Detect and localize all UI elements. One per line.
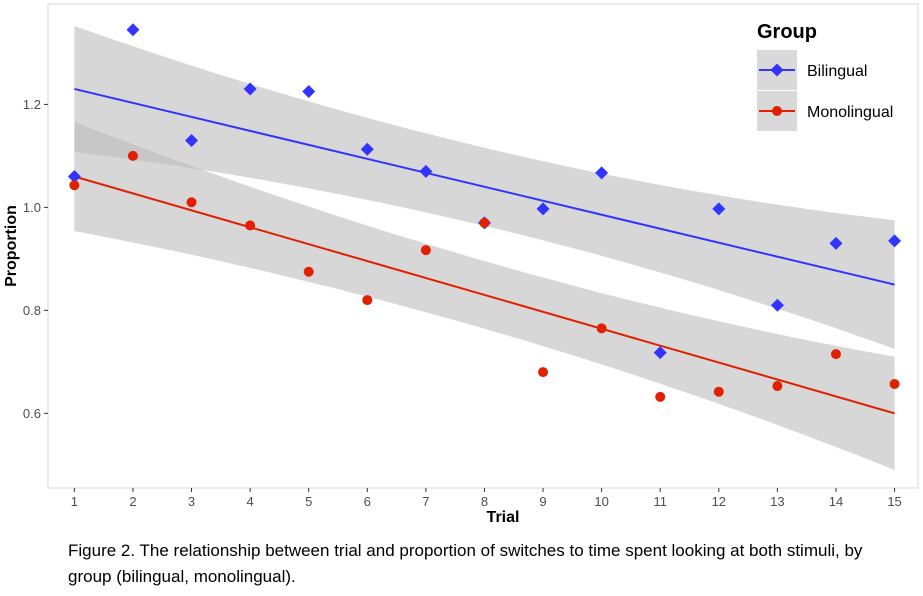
- data-point-monolingual: [362, 295, 373, 306]
- plot-panel-border: [47, 3, 919, 489]
- x-tick-label: 13: [770, 494, 784, 509]
- data-point-monolingual: [889, 378, 900, 389]
- data-point-monolingual: [303, 266, 314, 277]
- data-point-monolingual: [479, 217, 490, 228]
- data-point-bilingual: [653, 346, 667, 360]
- x-tick-label: 7: [422, 494, 429, 509]
- data-point-bilingual: [536, 202, 550, 216]
- y-tick-label: 0.8: [23, 303, 41, 318]
- y-axis-title: Proportion: [3, 205, 20, 287]
- figure-label: Figure 2.: [68, 541, 136, 560]
- fit-lines: [74, 87, 895, 415]
- data-point-monolingual: [186, 197, 197, 208]
- data-point-monolingual: [127, 150, 138, 161]
- data-points: [67, 23, 902, 402]
- data-point-bilingual: [67, 169, 81, 183]
- data-point-bilingual: [243, 82, 257, 96]
- axes: 1 2 3 4 5 6 7 8 9 10 11 12 13 14 150.60.81.01.2TrialPr…: [3, 97, 902, 526]
- caption-text: The relationship between trial and propo…: [68, 541, 863, 586]
- x-tick-label: 5: [305, 494, 312, 509]
- x-tick-label: 4: [247, 494, 254, 509]
- data-point-monolingual: [596, 323, 607, 334]
- legend: Group Bilingual Monolingual: [757, 21, 893, 131]
- x-tick-label: 3: [188, 494, 195, 509]
- legend-label-bilingual: Bilingual: [807, 63, 867, 80]
- x-tick-label: 8: [481, 494, 488, 509]
- data-point-bilingual: [126, 23, 140, 37]
- x-tick-label: 15: [887, 494, 901, 509]
- data-point-bilingual: [419, 164, 433, 178]
- data-point-monolingual: [830, 349, 841, 360]
- fit-line-monolingual: [74, 175, 895, 415]
- data-point-monolingual: [69, 180, 80, 191]
- x-tick-label: 11: [653, 494, 667, 509]
- data-point-bilingual: [595, 166, 609, 180]
- data-point-bilingual: [302, 85, 316, 99]
- data-point-monolingual: [538, 367, 549, 378]
- x-tick-label: 10: [594, 494, 608, 509]
- legend-marker-bilingual: [770, 63, 784, 77]
- x-tick-label: 2: [129, 494, 136, 509]
- y-tick-label: 1.2: [23, 97, 41, 112]
- data-point-monolingual: [420, 245, 431, 256]
- data-point-monolingual: [713, 386, 724, 397]
- data-point-bilingual: [829, 236, 843, 250]
- data-point-monolingual: [772, 381, 783, 392]
- data-point-bilingual: [360, 142, 374, 156]
- x-axis-title: Trial: [487, 509, 520, 526]
- x-tick-label: 1: [71, 494, 78, 509]
- fit-line-bilingual: [74, 87, 895, 286]
- x-tick-label: 6: [364, 494, 371, 509]
- data-point-monolingual: [245, 220, 256, 231]
- legend-marker-monolingual: [772, 106, 782, 116]
- chart: 1 2 3 4 5 6 7 8 9 10 11 12 13 14 150.60.81.01.2TrialPr…: [3, 3, 919, 526]
- legend-title: Group: [757, 21, 817, 43]
- figure-caption: Figure 2. The relationship between trial…: [68, 538, 908, 590]
- x-tick-label: 9: [539, 494, 546, 509]
- y-tick-label: 1.0: [23, 200, 41, 215]
- x-tick-label: 14: [829, 494, 843, 509]
- data-point-bilingual: [185, 133, 199, 147]
- data-point-bilingual: [770, 298, 784, 312]
- legend-label-monolingual: Monolingual: [807, 104, 893, 121]
- data-point-bilingual: [712, 202, 726, 216]
- data-point-bilingual: [888, 234, 902, 248]
- y-tick-label: 0.6: [23, 406, 41, 421]
- data-point-monolingual: [655, 391, 666, 402]
- x-tick-label: 12: [712, 494, 726, 509]
